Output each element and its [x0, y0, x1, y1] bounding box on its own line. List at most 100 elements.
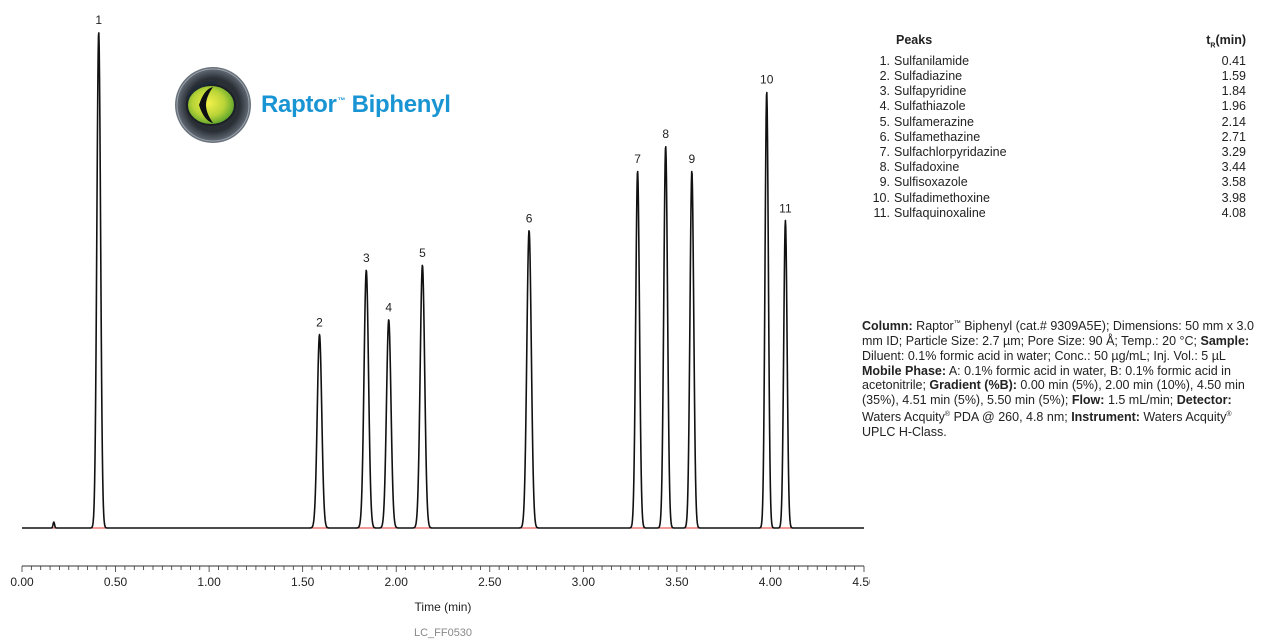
column-tm: ™ — [953, 320, 961, 327]
trademark-mark: ™ — [337, 96, 346, 105]
retention-time: 3.44 — [1221, 160, 1246, 175]
flow-label: Flow: — [1071, 393, 1105, 408]
compound-name: Sulfamerazine — [894, 114, 974, 129]
compound-name: Sulfamethazine — [894, 129, 981, 144]
chromatogram-trace — [21, 32, 865, 529]
x-axis: 0.00 0.50 1.00 1.50 2.00 2.50 3.00 3.50 4.00 4.50 — [10, 565, 870, 589]
peak-number: 2. — [879, 68, 890, 83]
peak-table-row: 2. Sulfadiazine 1.59 — [872, 69, 1246, 84]
peak-label: 2 — [316, 316, 323, 330]
peak-label: 11 — [779, 201, 792, 215]
compound-name: Sulfadimethoxine — [894, 190, 990, 205]
peaks-header: Peaks — [896, 33, 933, 47]
x-tick-label: 1.00 — [197, 575, 221, 589]
compound-name: Sulfaquinoxaline — [894, 205, 986, 220]
instrument-text-1: Waters Acquity — [1143, 410, 1227, 425]
compound-name: Sulfadiazine — [894, 68, 963, 83]
gradient-text: 0.00 min (5%), 2.00 min (10%), 4.50 min … — [862, 378, 1245, 408]
instrument-text-2: UPLC H-Class. — [862, 424, 947, 439]
column-label: Column: — [862, 319, 913, 334]
column-text-1: Raptor — [916, 319, 954, 334]
compound-name: Sulfadoxine — [894, 160, 960, 175]
column-text-2: Biphenyl (cat.# 9309A5E); Dimensions: 50… — [862, 319, 1254, 348]
retention-time: 3.29 — [1221, 144, 1246, 159]
peak-label: 4 — [385, 301, 392, 315]
gradient-label: Gradient (%B): — [929, 378, 1017, 393]
peak-label: 8 — [662, 127, 669, 141]
instrument-label: Instrument: — [1071, 410, 1140, 425]
instrument-reg: ® — [1226, 410, 1232, 418]
peak-number: 7. — [879, 144, 890, 159]
retention-time: 4.08 — [1221, 205, 1246, 220]
x-tick-label: 2.50 — [478, 575, 502, 589]
retention-time-header: tR(min) — [1206, 33, 1246, 54]
peak-table-row: 5. Sulfamerazine 2.14 — [872, 115, 1246, 130]
peak-number: 6. — [879, 129, 890, 144]
peak-label: 9 — [689, 152, 696, 166]
peak-table-row: 9. Sulfisoxazole 3.58 — [872, 175, 1246, 190]
x-tick-label: 3.50 — [665, 575, 689, 589]
brand-name: Raptor — [261, 91, 337, 118]
mobile-phase-label: Mobile Phase: — [862, 363, 947, 378]
peak-table-row: 7. Sulfachlorpyridazine 3.29 — [872, 145, 1246, 160]
compound-name: Sulfisoxazole — [894, 175, 968, 190]
detector-text-2: PDA @ 260, 4.8 nm; — [953, 410, 1068, 425]
compound-name: Sulfachlorpyridazine — [894, 144, 1007, 159]
peak-label: 5 — [419, 246, 426, 260]
detector-label: Detector: — [1176, 393, 1232, 408]
retention-time: 1.84 — [1221, 84, 1246, 99]
retention-time: 2.71 — [1221, 129, 1246, 144]
peak-label: 6 — [526, 211, 533, 225]
raptor-logo: Raptor™ Biphenyl — [173, 65, 451, 145]
peak-table-row: 4. Sulfathiazole 1.96 — [872, 99, 1246, 114]
peak-table-row: 3. Sulfapyridine 1.84 — [872, 84, 1246, 99]
figure-code: LC_FF0530 — [414, 627, 472, 639]
x-tick-label: 4.00 — [759, 575, 783, 589]
x-tick-label: 4.50 — [852, 575, 870, 589]
compound-name: Sulfanilamide — [894, 53, 970, 68]
peak-table: Peaks tR(min) 1. Sulfanilamide 0.41 2. Sulfa… — [872, 33, 1246, 221]
retention-time: 3.98 — [1221, 190, 1246, 205]
peak-table-row: 6. Sulfamethazine 2.71 — [872, 130, 1246, 145]
peak-number: 11. — [873, 205, 890, 220]
product-name: Biphenyl — [351, 91, 451, 118]
peak-label-layer: 1 2 3 4 5 6 7 8 9 10 11 — [95, 13, 792, 330]
detector-reg: ® — [944, 410, 951, 418]
peak-label: 3 — [363, 251, 370, 265]
peak-number: 4. — [879, 99, 890, 114]
peak-table-row: 8. Sulfadoxine 3.44 — [872, 160, 1246, 175]
peak-table-rows: 1. Sulfanilamide 0.41 2. Sulfadiazine 1.59 3. S… — [872, 54, 1246, 221]
sample-text: Diluent: 0.1% formic acid in water; Conc… — [862, 348, 1226, 363]
brand-title: Raptor™ Biphenyl — [261, 91, 451, 119]
tr-subscript: R — [1210, 42, 1216, 50]
peak-table-row: 1. Sulfanilamide 0.41 — [872, 54, 1246, 69]
x-axis-title: Time (min) — [415, 600, 472, 614]
x-tick-label: 0.00 — [10, 575, 34, 589]
peak-table-row: 11. Sulfaquinoxaline 4.08 — [872, 206, 1246, 221]
peak-number: 10. — [872, 190, 890, 205]
chromatogram: 1 2 3 4 5 6 7 8 9 10 11 0.00 0.50 1.00 1.50 2.00 2.50 3.… — [10, 13, 870, 639]
retention-time: 2.14 — [1221, 114, 1246, 129]
compound-name: Sulfathiazole — [894, 99, 966, 114]
peak-number: 3. — [879, 84, 890, 99]
mobile-phase-text: A: 0.1% formic acid in water, B: 0.1% fo… — [862, 363, 1231, 393]
tr-symbol: t — [1206, 33, 1211, 47]
x-tick-label: 0.50 — [104, 575, 128, 589]
peak-number: 9. — [879, 175, 890, 190]
peak-label: 10 — [760, 73, 774, 87]
sample-label: Sample: — [1200, 333, 1250, 348]
peak-label: 7 — [634, 152, 641, 166]
x-tick-label: 2.00 — [385, 575, 409, 589]
retention-time: 1.59 — [1221, 68, 1246, 83]
peak-table-row: 10. Sulfadimethoxine 3.98 — [872, 191, 1246, 206]
peak-number: 8. — [879, 160, 890, 175]
trace-layer — [21, 32, 865, 529]
tr-unit: (min) — [1215, 33, 1246, 47]
retention-time: 1.96 — [1221, 99, 1246, 114]
flow-text: 1.5 mL/min; — [1107, 393, 1174, 408]
compound-name: Sulfapyridine — [894, 84, 967, 99]
peak-label: 1 — [95, 13, 102, 27]
retention-time: 0.41 — [1221, 53, 1246, 68]
x-tick-label: 3.00 — [572, 575, 596, 589]
peak-number: 5. — [879, 114, 890, 129]
